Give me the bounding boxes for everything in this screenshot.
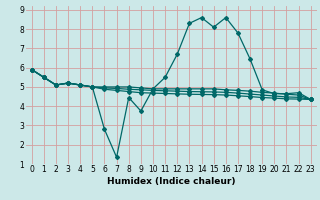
X-axis label: Humidex (Indice chaleur): Humidex (Indice chaleur) (107, 177, 236, 186)
